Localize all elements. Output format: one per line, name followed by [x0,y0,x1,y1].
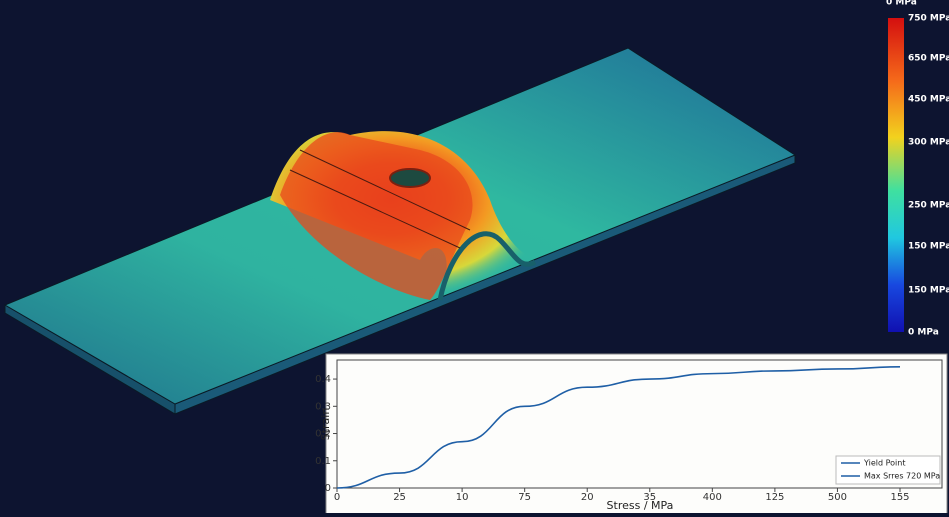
data-line [336,366,901,489]
x-tick-label: 10 [456,492,469,503]
inset-chart [325,353,948,515]
x-tick-label: 25 [393,492,406,503]
colorbar-label: 0 MPa [886,0,917,8]
y-tick-label: 0.2 [315,429,331,440]
legend [835,455,941,485]
colorbar-label: 650 MPa [908,54,949,64]
y-tick-label: 0.4 [315,374,331,385]
colorbar-label: 450 MPa [908,95,949,105]
legend-label: Max Srres 720 MPa [864,472,940,481]
colorbar-label: 150 MPa [908,242,949,252]
colorbar-label: 150 MPa [908,286,949,296]
x-tick-label: 400 [703,492,722,503]
y-axis-label: Strain [319,408,332,441]
y-tick-label: 0.3 [315,401,331,412]
colorbar-label: 250 MPa [908,201,949,211]
x-tick-label: 20 [581,492,594,503]
y-tick-label: 0 [325,483,331,494]
colorbar-label: 300 MPa [908,138,949,148]
plot-frame [336,359,943,489]
x-tick-label: 35 [643,492,656,503]
plate-render [3,47,797,415]
x-axis-label: Stress / MPa [607,499,674,512]
colorbar-label: 0 MPa [908,328,939,338]
colorbar-label: 750 MPa [908,14,949,24]
y-tick-label: 0.1 [315,456,331,467]
x-tick-label: 125 [765,492,784,503]
x-tick-label: 0 [334,492,340,503]
colorbar [888,18,904,332]
x-tick-label: 500 [828,492,847,503]
x-tick-label: 155 [890,492,909,503]
x-tick-label: 75 [518,492,531,503]
legend-label: Yield Point [863,459,905,468]
